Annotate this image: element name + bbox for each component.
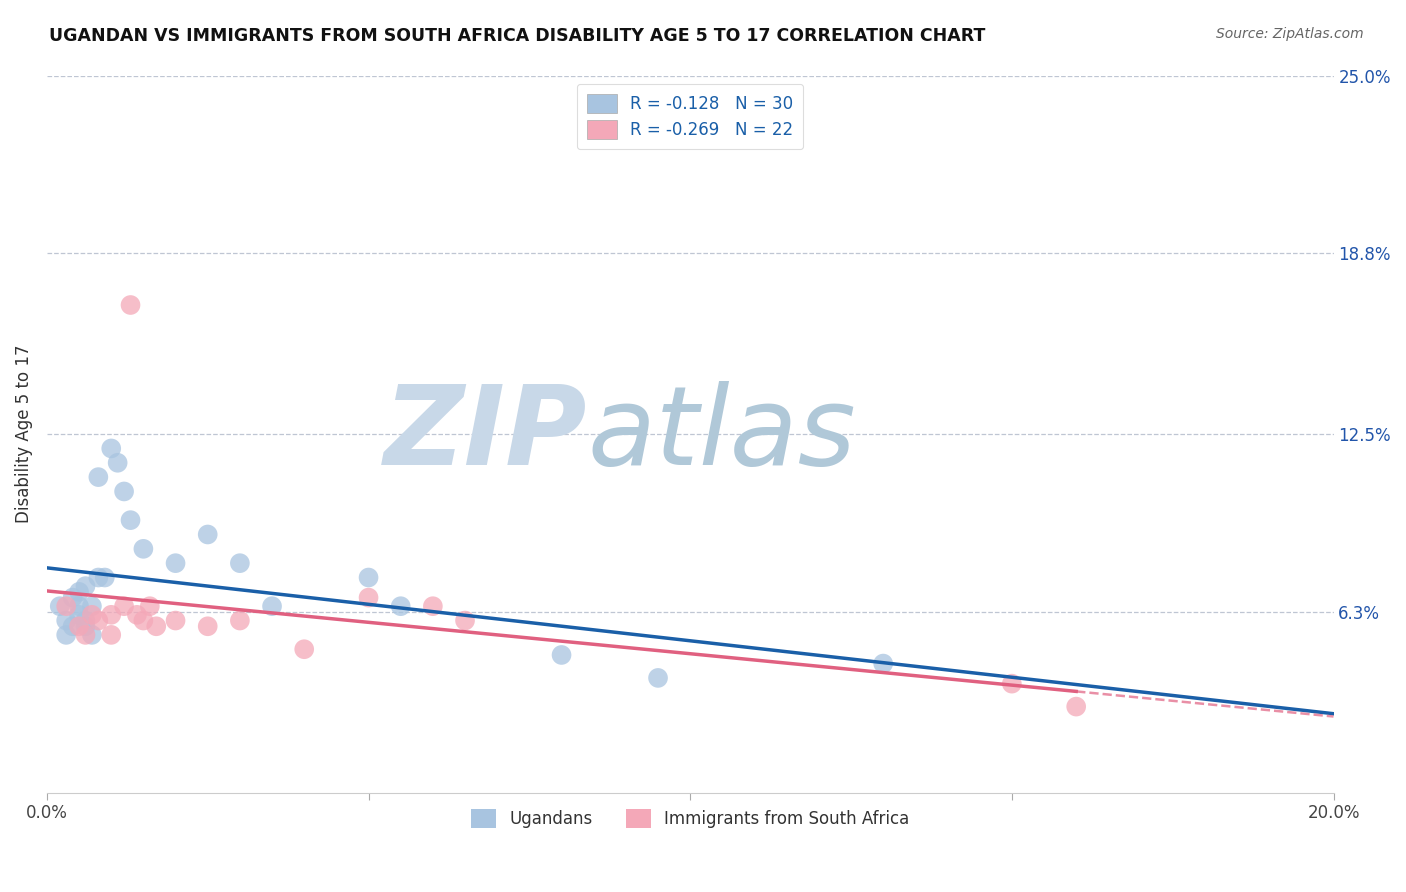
Point [80, 628, 103, 642]
Y-axis label: Disability Age 5 to 17: Disability Age 5 to 17 [15, 345, 32, 524]
Point [120, 298, 142, 312]
Point [87, 470, 110, 484]
Point [120, 513, 142, 527]
Point [87, 614, 110, 628]
Point [647, 671, 669, 685]
Point [1064, 699, 1087, 714]
Point [75, 614, 97, 628]
Point [80, 607, 103, 622]
Point [357, 591, 380, 605]
Point [454, 614, 477, 628]
Point [107, 456, 129, 470]
Point [67, 607, 90, 622]
Point [75, 579, 97, 593]
Point [112, 599, 135, 614]
Point [55, 614, 77, 628]
Point [125, 607, 148, 622]
Point [67, 585, 90, 599]
Point [80, 599, 103, 614]
Point [197, 527, 219, 541]
Point [1001, 676, 1024, 690]
Point [229, 614, 252, 628]
Point [94, 570, 117, 584]
Point [75, 628, 97, 642]
Text: atlas: atlas [588, 381, 856, 488]
Point [292, 642, 315, 657]
Point [49, 599, 72, 614]
Point [67, 599, 90, 614]
Point [165, 556, 187, 570]
Point [62, 619, 84, 633]
Text: UGANDAN VS IMMIGRANTS FROM SOUTH AFRICA DISABILITY AGE 5 TO 17 CORRELATION CHART: UGANDAN VS IMMIGRANTS FROM SOUTH AFRICA … [49, 27, 986, 45]
Text: Source: ZipAtlas.com: Source: ZipAtlas.com [1216, 27, 1364, 41]
Point [145, 619, 167, 633]
Legend: Ugandans, Immigrants from South Africa: Ugandans, Immigrants from South Africa [464, 802, 917, 835]
Point [67, 619, 90, 633]
Point [100, 442, 122, 456]
Point [260, 599, 283, 614]
Point [55, 599, 77, 614]
Point [62, 591, 84, 605]
Point [100, 628, 122, 642]
Point [112, 484, 135, 499]
Point [75, 619, 97, 633]
Point [357, 570, 380, 584]
Point [165, 614, 187, 628]
Point [197, 619, 219, 633]
Point [139, 599, 162, 614]
Point [55, 628, 77, 642]
Point [87, 570, 110, 584]
Point [422, 599, 444, 614]
Text: ZIP: ZIP [384, 381, 588, 488]
Point [132, 541, 155, 556]
Point [389, 599, 412, 614]
Point [100, 607, 122, 622]
Point [872, 657, 894, 671]
Point [550, 648, 572, 662]
Point [229, 556, 252, 570]
Point [132, 614, 155, 628]
